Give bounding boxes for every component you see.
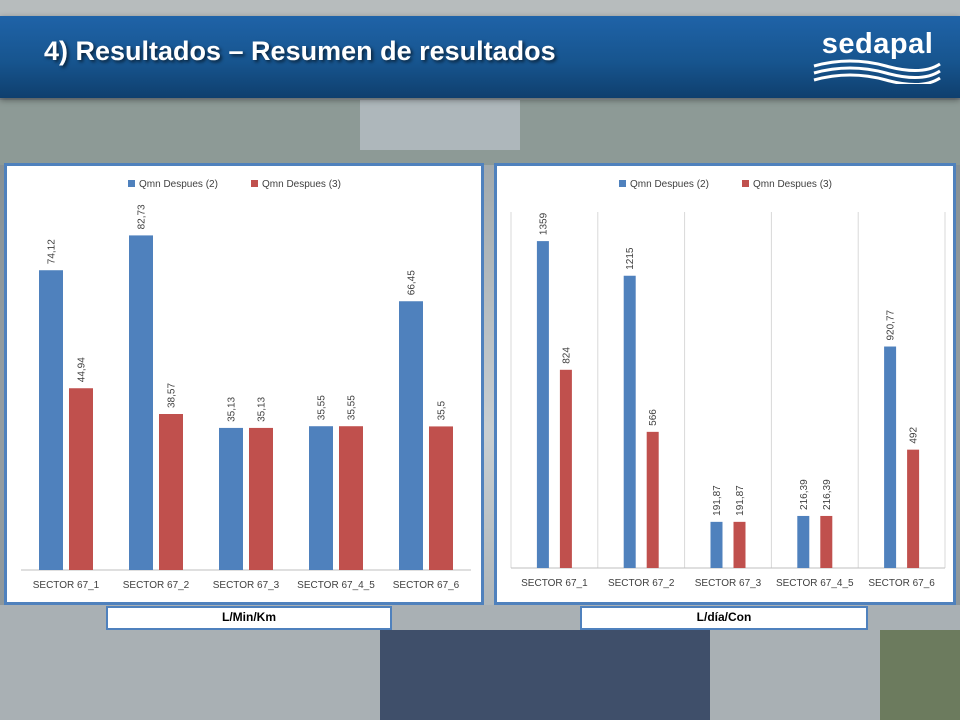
legend-swatch — [251, 180, 258, 187]
chart-panel-lmin-km: Qmn Despues (2) Qmn Despues (3) 74,12 44,94… — [4, 163, 484, 605]
data-label: 35,55 — [317, 395, 328, 420]
category-label: SECTOR 67_6 — [393, 580, 460, 591]
logo-wordmark: sedapal — [821, 28, 934, 60]
unit-label-left: L/Min/Km — [106, 606, 392, 630]
bar — [429, 426, 453, 570]
legend-swatch — [619, 180, 626, 187]
category-label: SECTOR 67_2 — [608, 578, 675, 589]
legend-swatch — [742, 180, 749, 187]
data-label: 38,57 — [167, 383, 178, 408]
data-label: 35,5 — [437, 401, 448, 421]
category-label: SECTOR 67_2 — [123, 580, 190, 591]
bar — [907, 449, 920, 568]
logo-wave-icon — [813, 59, 941, 84]
bar — [129, 235, 153, 570]
data-label: 35,13 — [227, 396, 238, 421]
bar — [820, 515, 833, 568]
data-label: 191,87 — [735, 485, 746, 516]
data-label: 566 — [648, 409, 659, 426]
data-label: 82,73 — [137, 204, 148, 229]
data-label: 44,94 — [77, 357, 88, 382]
legend-label: Qmn Despues (2) — [139, 179, 218, 190]
data-label: 1215 — [625, 247, 636, 270]
chart-panel-ldia-con: Qmn Despues (2) Qmn Despues (3) 1359 824 SEC… — [494, 163, 956, 605]
bar — [399, 301, 423, 570]
data-label: 35,55 — [347, 395, 358, 420]
bar — [646, 431, 659, 568]
data-label: 191,87 — [712, 485, 723, 516]
legend-label: Qmn Despues (3) — [753, 179, 832, 190]
bar-chart-ldia-con: Qmn Despues (2) Qmn Despues (3) 1359 824 SEC… — [510, 179, 946, 589]
bar — [884, 346, 897, 568]
bar — [710, 521, 723, 568]
bar — [536, 241, 549, 568]
bar — [797, 515, 810, 568]
bar — [339, 426, 363, 570]
legend-label: Qmn Despues (2) — [630, 179, 709, 190]
bar — [249, 427, 273, 570]
category-label: SECTOR 67_4_5 — [776, 578, 854, 589]
slide-title: 4) Resultados – Resumen de resultados — [44, 36, 556, 66]
bar — [69, 388, 93, 570]
legend-swatch — [128, 180, 135, 187]
bar — [623, 275, 636, 568]
bar — [219, 427, 243, 570]
sedapal-logo: sedapal — [810, 28, 945, 88]
data-label: 492 — [909, 427, 920, 444]
bar-chart-lmin-km: Qmn Despues (2) Qmn Despues (3) 74,12 44,94… — [21, 179, 471, 591]
data-label: 35,13 — [257, 396, 268, 421]
data-label: 66,45 — [407, 270, 418, 295]
title-bar — [0, 16, 960, 98]
category-label: SECTOR 67_6 — [868, 578, 935, 589]
data-label: 920,77 — [886, 309, 897, 340]
data-label: 216,39 — [822, 479, 833, 510]
legend-label: Qmn Despues (3) — [262, 179, 341, 190]
bar — [733, 521, 746, 568]
category-label: SECTOR 67_1 — [521, 578, 588, 589]
data-label: 1359 — [538, 212, 549, 235]
category-label: SECTOR 67_3 — [695, 578, 762, 589]
bar — [159, 414, 183, 570]
bar — [559, 369, 572, 568]
data-label: 74,12 — [47, 239, 58, 264]
bar — [39, 270, 63, 570]
data-label: 216,39 — [799, 479, 810, 510]
category-label: SECTOR 67_4_5 — [297, 580, 375, 591]
category-label: SECTOR 67_1 — [33, 580, 100, 591]
unit-label-right: L/día/Con — [580, 606, 868, 630]
category-label: SECTOR 67_3 — [213, 580, 280, 591]
bar — [309, 426, 333, 570]
data-label: 824 — [561, 347, 572, 364]
